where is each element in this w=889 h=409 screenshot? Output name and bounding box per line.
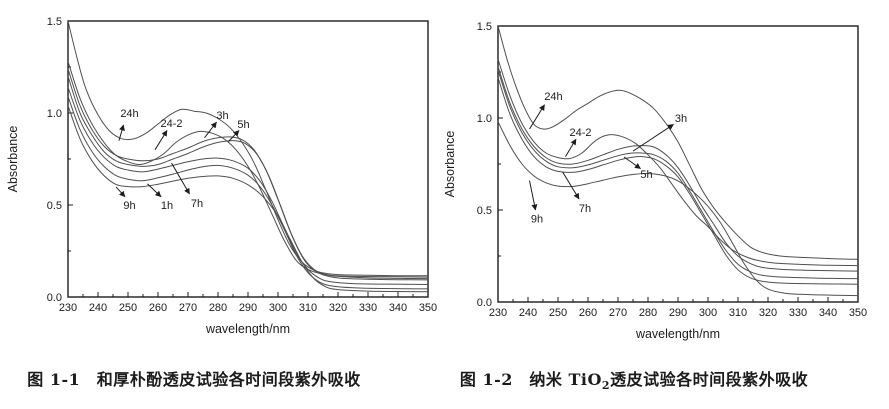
x-axis-tick-label: 230 xyxy=(59,302,77,314)
nano-tio2-uv-chart: 230 240 250 260 270 280 290 300 310 320 330 340 350 0… xyxy=(445,0,889,356)
x-axis-tick-label: 320 xyxy=(759,307,777,319)
x-axis-tick-label: 340 xyxy=(819,307,837,319)
x-axis-tick-label: 260 xyxy=(149,302,167,314)
series-7h-annotation-label: 7h xyxy=(191,198,203,210)
series-7h-annotation-arrow xyxy=(171,162,190,195)
x-axis-tick-label: 240 xyxy=(519,307,537,319)
figure-1-2-caption-part: 透皮试验各时间段紫外吸收 xyxy=(610,370,809,389)
y-axis-tick-label: 1.5 xyxy=(47,16,62,28)
series-5h-annotation-arrow xyxy=(228,130,240,142)
y-axis-tick-label: 1.0 xyxy=(47,108,62,120)
x-axis-tick-label: 350 xyxy=(419,302,437,314)
x-axis-tick-label: 350 xyxy=(849,307,867,319)
x-axis-tick-label: 240 xyxy=(89,302,107,314)
figure-1-1-caption-part: 图 1-1 和厚朴酚透皮试验各时间段紫外吸收 xyxy=(27,370,361,389)
x-axis-tick-label: 280 xyxy=(639,307,657,319)
y-axis-tick-label: 0.0 xyxy=(477,297,492,309)
series-24-2-annotation-label: 24-2 xyxy=(569,127,591,139)
figure-1-1-caption: 图 1-1 和厚朴酚透皮试验各时间段紫外吸收 xyxy=(4,366,384,390)
series-24h-annotation-arrow xyxy=(118,124,125,141)
series-24h-curve xyxy=(67,20,429,277)
x-axis-tick-label: 340 xyxy=(389,302,407,314)
y-axis-title: Absorbance xyxy=(6,126,20,193)
y-axis-tick-label: 1.0 xyxy=(477,113,492,125)
series-24h-annotation-label: 24h xyxy=(544,91,562,103)
x-axis-tick-label: 260 xyxy=(579,307,597,319)
series-9h-curve xyxy=(497,121,859,297)
series-1h-annotation-label: 1h xyxy=(161,200,173,212)
series-9h-annotation-arrow xyxy=(115,186,126,198)
series-24-2-curve xyxy=(67,61,429,278)
series-9h-annotation-arrow xyxy=(529,180,538,211)
series-24h-curve xyxy=(497,25,859,260)
plot-frame xyxy=(497,25,859,303)
x-axis-tick-label: 290 xyxy=(669,307,687,319)
series-24-2-curve xyxy=(497,58,859,267)
series-24-2-annotation-arrow xyxy=(565,138,577,157)
series-3h-curve xyxy=(497,66,859,272)
x-axis-tick-label: 320 xyxy=(329,302,347,314)
figure-1-2-caption-part: 2 xyxy=(601,379,611,393)
series-3h-annotation-label: 3h xyxy=(216,110,228,122)
chart-2-svg: 230 240 250 260 270 280 290 300 310 320 330 340 350 0… xyxy=(445,21,867,341)
x-axis-title: wavelength/nm xyxy=(205,322,290,336)
series-9h-curve xyxy=(67,105,429,293)
x-axis-tick-label: 270 xyxy=(179,302,197,314)
x-axis-tick-label: 330 xyxy=(359,302,377,314)
x-axis-tick-label: 280 xyxy=(209,302,227,314)
series-5h-annotation-label: 5h xyxy=(237,119,249,131)
series-1h-annotation-arrow xyxy=(147,183,162,198)
chart-1-svg: 230 240 250 260 270 280 290 300 310 320 330 340 350 0… xyxy=(6,16,437,336)
y-axis-tick-label: 0.5 xyxy=(47,200,62,212)
figure-1-2-caption-part: 图 1-2 纳米 TiO xyxy=(459,370,602,389)
series-5h-curve xyxy=(497,70,859,280)
series-7h-curve xyxy=(67,87,429,285)
figure-1-2: 230 240 250 260 270 280 290 300 310 320 330 340 350 0… xyxy=(445,0,889,409)
x-axis-tick-label: 330 xyxy=(789,307,807,319)
y-axis-title: Absorbance xyxy=(445,131,457,198)
x-axis-tick-label: 250 xyxy=(119,302,137,314)
x-axis-tick-label: 230 xyxy=(489,307,507,319)
x-axis-tick-label: 300 xyxy=(699,307,717,319)
series-5h-annotation-label: 5h xyxy=(640,169,652,181)
series-3h-annotation-arrow xyxy=(632,124,674,152)
figure-1-2-caption: 图 1-2 纳米 TiO2透皮试验各时间段紫外吸收 xyxy=(445,366,823,392)
series-7h-curve xyxy=(497,77,859,285)
series-9h-annotation-label: 9h xyxy=(123,200,135,212)
x-axis-tick-label: 300 xyxy=(269,302,287,314)
x-axis-tick-label: 310 xyxy=(299,302,317,314)
series-7h-annotation-arrow xyxy=(562,171,580,200)
series-24-2-annotation-arrow xyxy=(154,130,168,151)
series-1h-curve xyxy=(67,96,429,290)
y-axis-tick-label: 0.0 xyxy=(47,292,62,304)
y-axis-tick-label: 1.5 xyxy=(477,21,492,33)
series-3h-annotation-arrow xyxy=(204,121,217,139)
x-axis-tick-label: 310 xyxy=(729,307,747,319)
magnolol-uv-chart: 230 240 250 260 270 280 290 300 310 320 330 340 350 0… xyxy=(0,0,445,356)
series-5h-curve xyxy=(67,76,429,281)
series-3h-annotation-label: 3h xyxy=(675,113,687,125)
series-24-2-annotation-label: 24-2 xyxy=(160,118,182,130)
series-24h-annotation-label: 24h xyxy=(120,108,138,120)
series-3h-curve xyxy=(67,68,429,280)
x-axis-tick-label: 250 xyxy=(549,307,567,319)
series-5h-annotation-arrow xyxy=(623,156,641,170)
series-24h-annotation-arrow xyxy=(529,104,545,130)
x-axis-tick-label: 270 xyxy=(609,307,627,319)
figure-1-1: 230 240 250 260 270 280 290 300 310 320 330 340 350 0… xyxy=(0,0,445,390)
series-9h-annotation-label: 9h xyxy=(531,213,543,225)
series-7h-annotation-label: 7h xyxy=(579,203,591,215)
x-axis-tick-label: 290 xyxy=(239,302,257,314)
y-axis-tick-label: 0.5 xyxy=(477,205,492,217)
x-axis-title: wavelength/nm xyxy=(635,327,720,341)
